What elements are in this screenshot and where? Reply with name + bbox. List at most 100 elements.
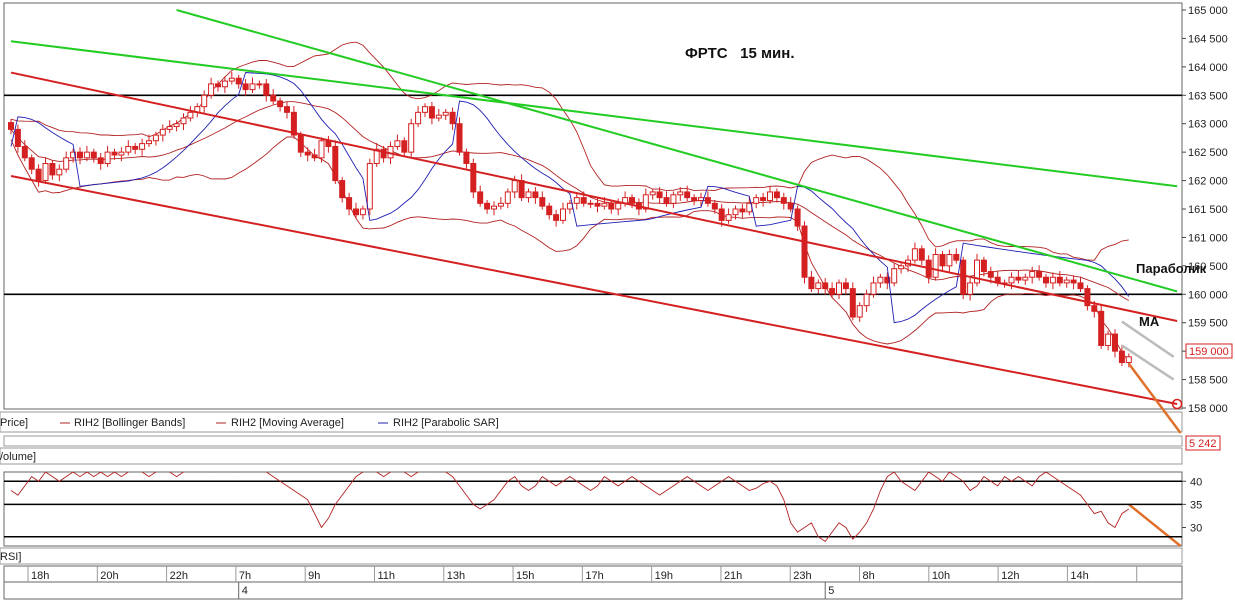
rsi-indicator: 30 35 40	[4, 472, 1202, 543]
candle-body	[353, 208, 359, 216]
date-label: 4	[242, 585, 248, 597]
candle-body	[484, 202, 491, 210]
price-panel-frame	[3, 2, 1183, 410]
candle-body	[898, 265, 905, 270]
candle-body	[656, 191, 663, 199]
candlesticks	[8, 71, 1132, 368]
candle-body	[235, 77, 242, 85]
rsi-panel-label: RSI]	[0, 551, 21, 563]
candle-body	[573, 197, 580, 204]
candle-body	[146, 140, 152, 145]
candle-body	[587, 202, 594, 205]
candle-body	[1105, 333, 1112, 346]
candle-body	[166, 126, 173, 130]
legend-moving-average: RIH2 [Moving Average]	[231, 417, 344, 429]
candle-body	[380, 148, 387, 159]
candle-body	[42, 163, 49, 182]
candle-body	[332, 145, 339, 182]
candle-body	[863, 293, 870, 307]
candle-body	[1118, 350, 1125, 364]
candle-body	[718, 208, 725, 221]
candle-body	[277, 100, 284, 108]
candle-body	[139, 143, 146, 150]
candle-body	[670, 194, 677, 204]
candle-body	[580, 197, 587, 204]
candle-body	[373, 148, 380, 165]
candle-body	[663, 197, 670, 204]
candle-body	[511, 180, 518, 193]
time-tick-label: 20h	[100, 570, 118, 582]
candle-body	[311, 154, 318, 159]
projection-line	[1121, 320, 1175, 358]
price-tick-label: 163 500	[1188, 90, 1228, 102]
candle-body	[132, 145, 139, 150]
rsi-line	[10, 472, 1130, 543]
candle-body	[808, 276, 815, 290]
candle-body	[401, 140, 408, 153]
price-tick-label: 161 000	[1188, 232, 1228, 244]
price-tick-label: 164 500	[1188, 33, 1228, 45]
candle-body	[97, 157, 104, 165]
candle-body	[290, 111, 297, 136]
candle-body	[560, 208, 566, 221]
candle-body	[297, 134, 304, 153]
candle-body	[677, 191, 684, 196]
candle-body	[649, 191, 656, 196]
horizontal-levels	[4, 94, 1182, 296]
candle-body	[829, 288, 836, 295]
candle-body	[911, 248, 918, 261]
candle-body	[787, 202, 794, 210]
candle-body	[49, 163, 56, 176]
time-tick-label: 17h	[585, 570, 603, 582]
candle-body	[704, 197, 711, 204]
candle-body	[8, 122, 14, 130]
chart-title: ФРТС 15 мин.	[685, 45, 795, 62]
rsi-tick-label: 35	[1190, 499, 1202, 511]
time-axis: 18h 20h 22h 7h 9h 11h 13h 15h 17h 19h 21h 23h 8h 10h 1…	[4, 566, 1182, 599]
candle-body	[1091, 305, 1098, 312]
candle-body	[842, 282, 849, 290]
candle-body	[118, 151, 125, 156]
candle-body	[111, 151, 118, 156]
price-tick-label: 160 000	[1188, 289, 1228, 301]
price-tick-label: 162 500	[1188, 147, 1228, 159]
candle-body	[815, 282, 822, 290]
candle-body	[284, 106, 290, 113]
parabolic-sar-line	[10, 72, 1130, 324]
candle-body	[1029, 271, 1036, 278]
candle-body	[725, 214, 732, 221]
candle-body	[753, 197, 760, 204]
candle-body	[642, 194, 649, 210]
candle-body	[566, 202, 573, 210]
candle-body	[698, 197, 704, 201]
candle-body	[408, 123, 415, 153]
candle-body	[228, 77, 235, 82]
rsi-tick-label: 30	[1190, 523, 1202, 535]
candle-body	[939, 253, 946, 267]
time-tick-label: 12h	[1001, 570, 1019, 582]
candle-body	[856, 305, 863, 318]
price-tick-label: 159 500	[1188, 318, 1228, 330]
trendline-red-1	[10, 71, 1178, 322]
candle-body	[104, 151, 111, 165]
candle-body	[884, 276, 891, 284]
time-tick-label: 7h	[239, 570, 251, 582]
candle-body	[946, 253, 953, 267]
time-tick-label: 21h	[724, 570, 742, 582]
candle-body	[63, 157, 70, 170]
candle-body	[394, 140, 401, 147]
time-tick-label: 8h	[863, 570, 875, 582]
candle-body	[684, 191, 691, 199]
candle-body	[491, 205, 497, 210]
candle-body	[463, 151, 470, 165]
candle-body	[732, 208, 739, 216]
candle-body	[801, 225, 808, 278]
candle-body	[470, 163, 477, 193]
candle-body	[263, 83, 270, 96]
candle-body	[428, 106, 435, 119]
candle-body	[318, 140, 325, 159]
candle-body	[187, 111, 194, 119]
price-tick-label: 161 500	[1188, 204, 1228, 216]
time-tick-label: 13h	[447, 570, 465, 582]
